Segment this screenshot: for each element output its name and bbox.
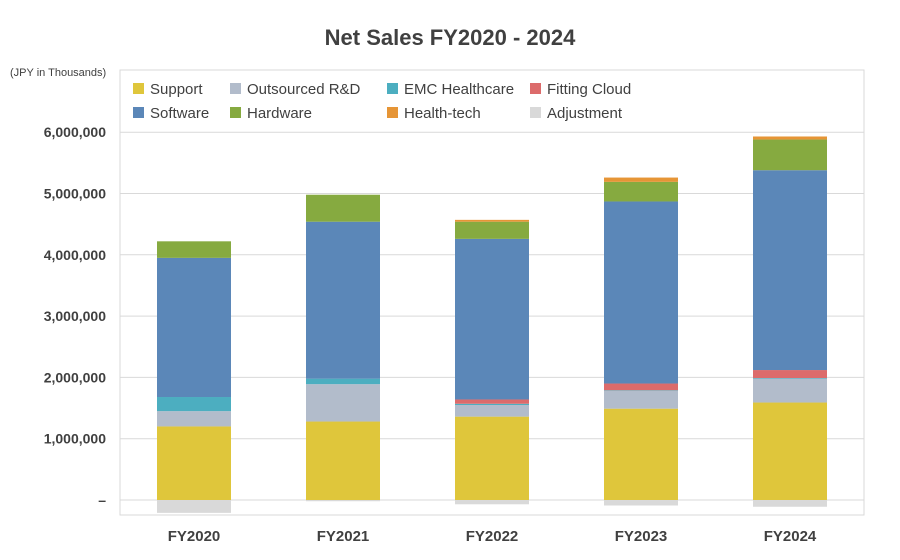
bar-segment-outsourced-r-d-fy2024 xyxy=(753,378,827,403)
legend-swatch-hardware xyxy=(230,107,241,118)
gridlines xyxy=(120,131,864,501)
bar-segment-emc-healthcare-fy2024 xyxy=(753,378,827,379)
bar-segment-emc-healthcare-fy2023 xyxy=(604,390,678,391)
bar-segment-software-fy2020 xyxy=(157,257,231,398)
bar-segment-adjustment-fy2022 xyxy=(455,500,529,505)
bar-segment-fitting-cloud-fy2023 xyxy=(604,383,678,391)
chart-title: Net Sales FY2020 - 2024 xyxy=(325,25,576,50)
legend-swatch-outsourced-r-d xyxy=(230,83,241,94)
bar-segment-support-fy2021 xyxy=(306,421,380,500)
bar-segment-hardware-fy2022 xyxy=(455,221,529,239)
bar-segment-adjustment-fy2021 xyxy=(306,500,380,502)
legend-label-outsourced-r-d: Outsourced R&D xyxy=(247,81,361,98)
legend-swatch-software xyxy=(133,107,144,118)
bars-group xyxy=(157,136,827,513)
bar-segment-hardware-fy2024 xyxy=(753,139,827,171)
bar-segment-emc-healthcare-fy2021 xyxy=(306,378,380,385)
x-tick-label: FY2021 xyxy=(317,528,370,545)
y-tick-label: 5,000,000 xyxy=(44,186,106,202)
legend-swatch-fitting-cloud xyxy=(530,83,541,94)
legend-swatch-health-tech xyxy=(387,107,398,118)
bar-segment-health-tech-fy2024 xyxy=(753,136,827,140)
bar-segment-software-fy2023 xyxy=(604,201,678,384)
y-tick-label: 3,000,000 xyxy=(44,308,106,324)
legend-label-emc-healthcare: EMC Healthcare xyxy=(404,81,514,98)
plot-area-border xyxy=(119,69,865,516)
bar-segment-emc-healthcare-fy2022 xyxy=(455,403,529,405)
legend-label-adjustment: Adjustment xyxy=(547,105,623,122)
bar-segment-software-fy2021 xyxy=(306,221,380,379)
bar-segment-software-fy2024 xyxy=(753,170,827,371)
legend-label-support: Support xyxy=(150,81,203,98)
bar-segment-emc-healthcare-fy2020 xyxy=(157,397,231,412)
bar-segment-health-tech-fy2022 xyxy=(455,219,529,222)
bar-segment-support-fy2023 xyxy=(604,408,678,500)
bar-segment-fitting-cloud-fy2022 xyxy=(455,399,529,404)
bar-segment-outsourced-r-d-fy2023 xyxy=(604,390,678,409)
bar-segment-hardware-fy2021 xyxy=(306,194,380,222)
unit-label: (JPY in Thousands) xyxy=(10,67,106,79)
bar-segment-adjustment-fy2023 xyxy=(604,500,678,506)
bar-segment-health-tech-fy2023 xyxy=(604,177,678,182)
bar-segment-hardware-fy2020 xyxy=(157,241,231,258)
bar-segment-adjustment-fy2020 xyxy=(157,500,231,513)
bar-segment-software-fy2022 xyxy=(455,238,529,400)
legend-label-hardware: Hardware xyxy=(247,105,312,122)
bar-segment-fitting-cloud-fy2024 xyxy=(753,370,827,379)
y-tick-label: – xyxy=(98,492,106,508)
x-tick-label: FY2024 xyxy=(764,528,817,545)
y-tick-label: 2,000,000 xyxy=(44,369,106,385)
legend-label-health-tech: Health-tech xyxy=(404,105,481,122)
legend: Support Outsourced R&D EMC Healthcare Fitti… xyxy=(133,81,631,122)
bar-segment-support-fy2022 xyxy=(455,416,529,500)
bar-segment-outsourced-r-d-fy2021 xyxy=(306,384,380,422)
bar-segment-outsourced-r-d-fy2022 xyxy=(455,404,529,417)
legend-swatch-support xyxy=(133,83,144,94)
x-tick-label: FY2023 xyxy=(615,528,668,545)
y-tick-label: 1,000,000 xyxy=(44,431,106,447)
bar-segment-outsourced-r-d-fy2020 xyxy=(157,411,231,427)
legend-swatch-emc-healthcare xyxy=(387,83,398,94)
bar-segment-support-fy2024 xyxy=(753,402,827,500)
y-axis: – 1,000,000 2,000,000 3,000,000 4,000,000 5,0… xyxy=(44,124,107,508)
legend-label-software: Software xyxy=(150,105,209,122)
legend-label-fitting-cloud: Fitting Cloud xyxy=(547,81,631,98)
y-tick-label: 6,000,000 xyxy=(44,124,106,140)
x-axis: FY2020 FY2021 FY2022 FY2023 FY2024 xyxy=(168,528,817,545)
x-tick-label: FY2020 xyxy=(168,528,221,545)
bar-segment-support-fy2020 xyxy=(157,426,231,500)
bar-segment-adjustment-fy2024 xyxy=(753,500,827,507)
legend-swatch-adjustment xyxy=(530,107,541,118)
bar-segment-hardware-fy2023 xyxy=(604,181,678,202)
x-tick-label: FY2022 xyxy=(466,528,519,545)
y-tick-label: 4,000,000 xyxy=(44,247,106,263)
